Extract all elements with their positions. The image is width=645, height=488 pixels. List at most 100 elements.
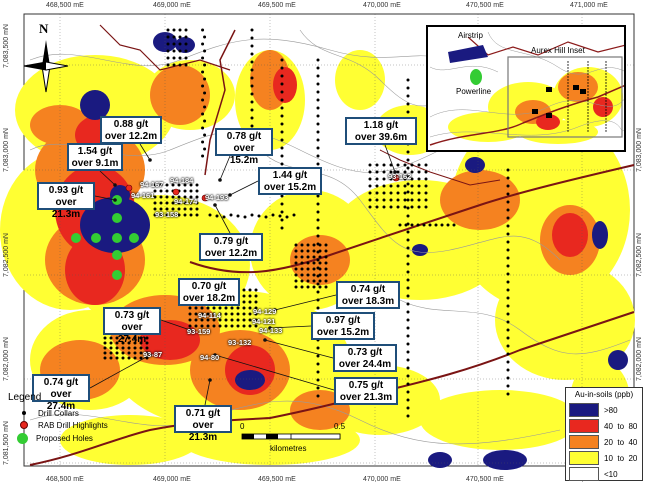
drill-collar — [506, 224, 510, 228]
drill-collar — [206, 324, 210, 328]
drill-collars — [103, 28, 510, 418]
drill-collar — [396, 170, 400, 174]
drill-collar — [312, 243, 316, 247]
drill-collar — [242, 324, 246, 328]
drill-collar — [506, 216, 510, 220]
legend-item: Drill Collars — [22, 407, 188, 419]
proposed-hole — [112, 233, 122, 243]
x-tick: 470,000 mE — [363, 476, 401, 483]
drill-collar — [375, 163, 379, 167]
leader-line — [269, 325, 312, 329]
drill-collar — [133, 341, 137, 345]
drill-collar — [406, 110, 410, 114]
scale-unit: kilometres — [270, 444, 307, 453]
inset-collar — [587, 112, 589, 114]
inset-anomaly — [536, 114, 560, 130]
drill-collar — [506, 256, 510, 260]
hole-label: 93-159 — [187, 327, 211, 336]
drill-collar — [165, 213, 169, 217]
hole-label: 93-158 — [155, 210, 179, 219]
drill-collar — [324, 249, 328, 253]
color-swatch — [569, 467, 599, 481]
drill-collar — [109, 351, 113, 355]
drill-collar — [406, 182, 410, 186]
drill-collar — [203, 35, 207, 39]
hole-label: 94-161 — [131, 191, 155, 200]
drill-collar — [396, 198, 400, 202]
hole-label: 93-162 — [388, 172, 412, 181]
drill-collar — [201, 154, 205, 158]
leader-arrowhead — [268, 326, 272, 330]
drill-collar — [250, 213, 254, 217]
drill-collar — [406, 174, 410, 178]
drill-collar — [178, 28, 182, 32]
drill-collar — [306, 267, 310, 271]
drill-collar — [195, 189, 199, 193]
drill-collar — [417, 170, 421, 174]
drill-collar — [368, 163, 372, 167]
leader-line — [160, 319, 191, 331]
inset-collar — [587, 106, 589, 108]
drill-collar — [396, 184, 400, 188]
drill-collar — [203, 147, 207, 151]
drill-collar — [398, 223, 402, 227]
legend-label: Drill Collars — [38, 408, 79, 418]
drill-collar — [153, 207, 157, 211]
inset-collar — [567, 73, 569, 75]
inset-collar — [605, 100, 607, 102]
drill-collar — [189, 207, 193, 211]
drill-collar — [280, 122, 284, 126]
drill-collar — [406, 230, 410, 234]
drill-collar — [406, 94, 410, 98]
drill-collar — [506, 176, 510, 180]
inset-collar — [605, 76, 607, 78]
drill-collar — [133, 346, 137, 350]
inset-collar — [605, 130, 607, 132]
drill-collar — [316, 194, 320, 198]
drill-collar — [178, 49, 182, 53]
drill-collar — [172, 35, 176, 39]
drill-collar — [300, 249, 304, 253]
drill-collar — [200, 318, 204, 322]
y-tick: 7,082,000 mN — [3, 337, 10, 381]
inset-collar — [587, 124, 589, 126]
drill-collar — [189, 201, 193, 205]
scale-start: 0 — [240, 422, 245, 431]
leader-line — [264, 339, 334, 359]
inset-collar — [605, 73, 607, 75]
inset-collar — [567, 79, 569, 81]
drill-collar — [294, 285, 298, 289]
inset-contours — [429, 31, 624, 138]
drill-collar — [294, 261, 298, 265]
inset-collar — [605, 88, 607, 90]
x-tick: 469,500 mE — [258, 2, 296, 9]
drill-collar — [218, 318, 222, 322]
inset-collar — [587, 70, 589, 72]
y-tick: 7,083,000 mN — [3, 128, 10, 172]
inset-collar — [567, 70, 569, 72]
drill-collar — [306, 249, 310, 253]
drill-collar — [403, 184, 407, 188]
contour-line — [399, 299, 631, 355]
drill-collar — [103, 341, 107, 345]
drill-collar — [318, 255, 322, 259]
anomaly-zone — [440, 170, 520, 230]
intercept-box: 0.74 g/t over 27.4m — [32, 374, 90, 412]
inset-drill-cluster — [546, 113, 552, 118]
leader-arrowhead — [213, 353, 217, 357]
drill-collar — [389, 191, 393, 195]
inset-collar — [605, 70, 607, 72]
soil-grade-legend: Au-in-soils (ppb) >80 40 to 80 20 to 40 10 … — [565, 387, 643, 481]
drill-collar — [300, 285, 304, 289]
drill-collar — [218, 324, 222, 328]
drill-collar — [166, 42, 170, 46]
north-arrow-icon — [23, 40, 69, 93]
inset-collar — [587, 115, 589, 117]
drill-collar — [324, 279, 328, 283]
drill-collar — [224, 318, 228, 322]
soil-legend-label: >80 — [604, 405, 618, 415]
drill-collar — [324, 243, 328, 247]
inset-collar — [567, 124, 569, 126]
drill-collar — [506, 248, 510, 252]
drill-collar — [406, 262, 410, 266]
